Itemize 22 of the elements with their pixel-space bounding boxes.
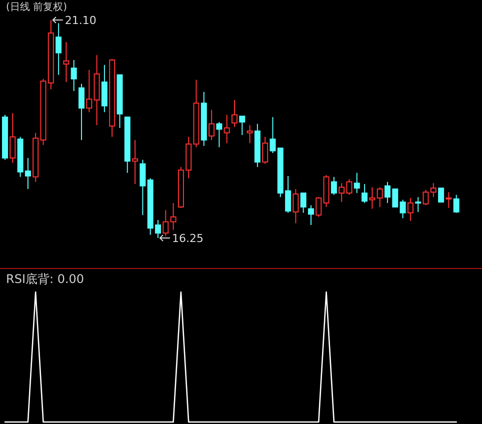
candlestick xyxy=(292,188,299,224)
chart-title: (日线 前复权) xyxy=(6,1,68,13)
candlestick xyxy=(63,42,70,83)
candlestick xyxy=(132,140,138,185)
candlestick xyxy=(170,202,176,230)
candlestick xyxy=(446,192,452,208)
candlestick xyxy=(70,60,77,92)
candlestick xyxy=(407,197,414,222)
candlestick xyxy=(254,123,260,168)
candlestick xyxy=(224,114,230,144)
annotation: 21.10 xyxy=(64,14,96,27)
candlestick xyxy=(56,22,62,76)
chart-title: RSI底背: 0.00 xyxy=(6,272,84,286)
candlestick xyxy=(200,91,207,146)
annotation: 16.25 xyxy=(172,232,204,245)
candlestick xyxy=(10,112,16,164)
candlestick xyxy=(246,124,253,144)
candlestick xyxy=(94,54,100,126)
candlestick xyxy=(308,204,314,226)
candlestick xyxy=(369,186,376,210)
candlestick xyxy=(354,172,360,194)
candlestick xyxy=(415,196,422,212)
